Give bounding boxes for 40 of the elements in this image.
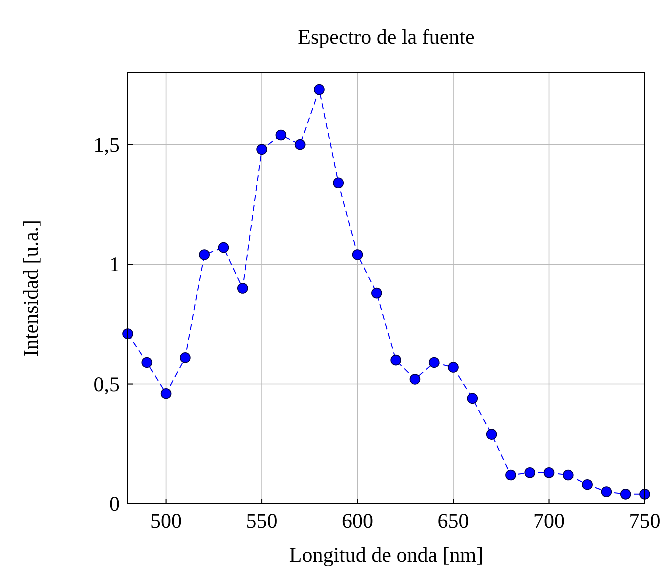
point — [333, 178, 344, 189]
point — [160, 388, 172, 400]
point — [256, 144, 268, 156]
point — [199, 250, 210, 260]
point — [582, 479, 593, 490]
point — [544, 467, 555, 478]
point — [352, 250, 364, 260]
point — [372, 288, 382, 299]
point — [142, 357, 153, 368]
point — [601, 486, 612, 498]
y-tick-label: 1 — [110, 252, 120, 277]
point — [506, 470, 516, 481]
point — [390, 354, 402, 366]
x-axis-title: Longitud de onda [nm] — [289, 543, 484, 567]
y-axis-title: Intensidad [u.a.] — [19, 220, 43, 358]
point — [218, 242, 230, 254]
x-tick-label: 750 — [629, 509, 661, 533]
y-tick-label: 0 — [110, 492, 120, 516]
point — [563, 470, 574, 481]
point — [620, 489, 632, 500]
point — [122, 328, 134, 340]
x-tick-label: 700 — [534, 509, 566, 533]
point — [180, 352, 191, 364]
y-tick-label: 0,5 — [94, 372, 120, 396]
x-tick-label: 550 — [246, 509, 278, 533]
point — [467, 393, 478, 404]
point — [486, 429, 498, 440]
point — [294, 139, 306, 150]
point — [237, 283, 248, 294]
x-tick-label: 650 — [438, 509, 470, 533]
point — [524, 467, 536, 478]
point — [428, 357, 440, 368]
point — [314, 84, 325, 96]
chart-title: Espectro de la fuente — [298, 25, 475, 49]
point — [276, 130, 287, 141]
point — [448, 362, 459, 373]
x-tick-label: 600 — [342, 509, 374, 533]
x-tick-label: 500 — [150, 509, 182, 533]
y-tick-label: 1,5 — [94, 132, 120, 157]
point — [410, 374, 421, 385]
